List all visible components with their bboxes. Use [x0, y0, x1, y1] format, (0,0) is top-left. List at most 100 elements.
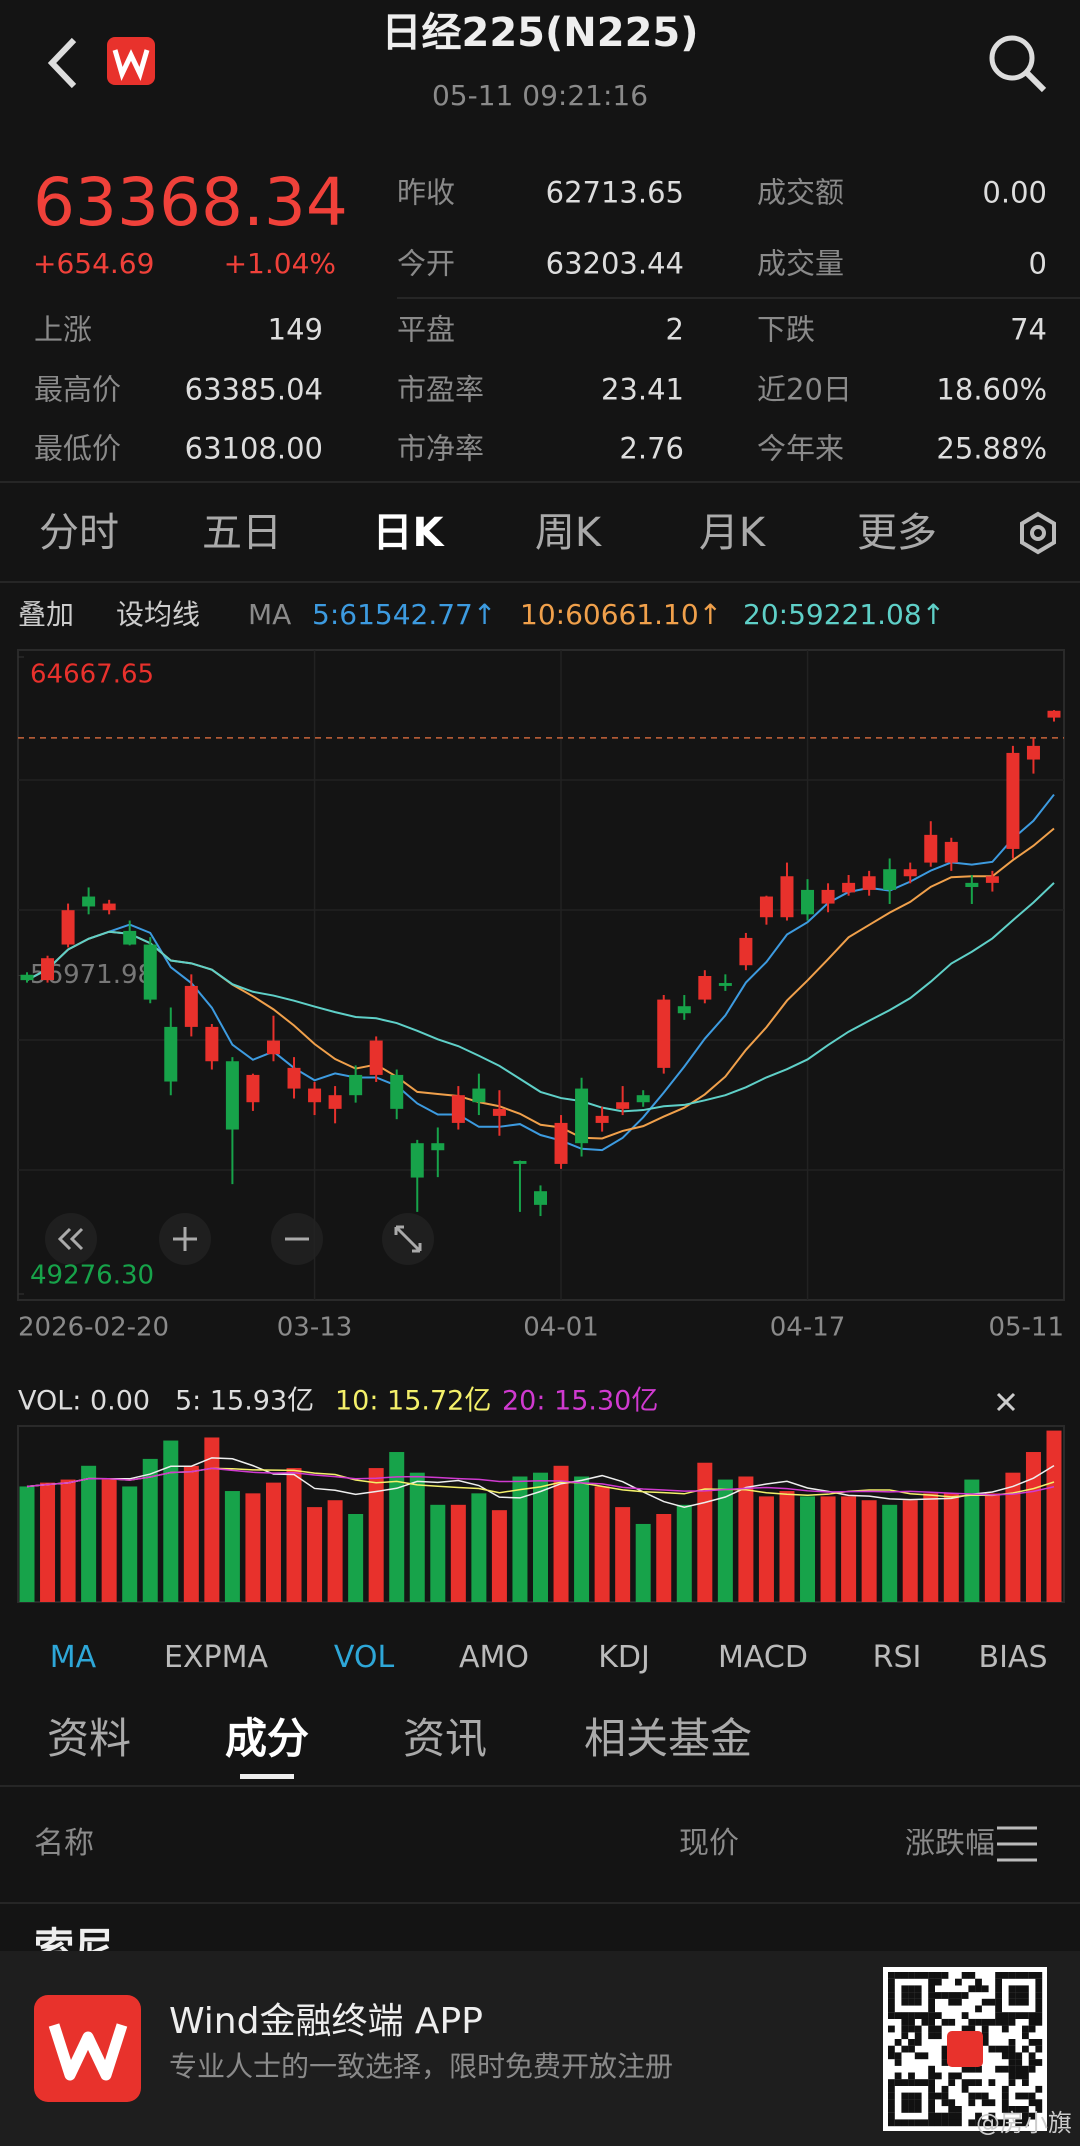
period-tab[interactable]: 更多 — [857, 510, 937, 556]
banner-title: Wind金融终端 APP — [169, 2001, 483, 2042]
qr-cell — [1028, 2092, 1036, 2100]
qr-cell — [928, 2072, 935, 2080]
stat-label: 市盈率 — [397, 372, 485, 407]
qr-cell — [981, 2025, 989, 2033]
qr-cell — [1001, 2085, 1009, 2093]
candle-body — [965, 882, 979, 888]
volume-legend: 20: 15.30亿 — [502, 1386, 658, 1417]
title: 日经225(N225) — [381, 10, 699, 56]
qr-cell — [995, 2012, 1002, 2019]
qr-cell — [968, 2065, 976, 2073]
indicator-tab[interactable]: MA — [49, 1640, 97, 1675]
candle-body — [1026, 745, 1040, 760]
x-tick-label: 04-17 — [770, 1313, 846, 1343]
indicator-tab[interactable]: MACD — [718, 1640, 808, 1675]
candle-body — [205, 1026, 219, 1062]
qr-cell — [1035, 1978, 1043, 1986]
qr-cell — [888, 1972, 895, 1979]
period-tab[interactable]: 分时 — [39, 510, 119, 556]
indicator-tab[interactable]: VOL — [333, 1640, 395, 1675]
ma-line — [26, 882, 1055, 1113]
stat-value: 18.60% — [936, 372, 1047, 407]
indicator-tab[interactable]: AMO — [458, 1640, 530, 1675]
qr-cell — [955, 1992, 962, 1999]
period-tab[interactable]: 月K — [698, 510, 766, 556]
qr-cell — [1022, 1972, 1029, 1979]
qr-cell — [1035, 1992, 1043, 1999]
stat-label: 最低价 — [34, 431, 122, 466]
back-button[interactable] — [47, 37, 77, 89]
ma5-value: 5:61542.77↑ — [312, 598, 497, 631]
candle-body — [739, 937, 753, 966]
qr-cell — [901, 2079, 909, 2086]
indicator-tab[interactable]: BIAS — [978, 1640, 1048, 1675]
qr-cell — [995, 2119, 1002, 2127]
qr-cell — [921, 2119, 929, 2127]
qr-cell — [1035, 1972, 1043, 1979]
qr-cell — [1028, 1972, 1036, 1979]
qr-cell — [1015, 2065, 1023, 2073]
qr-cell — [961, 1972, 969, 1979]
qr-cell — [1028, 2099, 1036, 2107]
qr-cell — [888, 2045, 895, 2053]
qr-cell — [941, 2045, 949, 2053]
qr-cell — [975, 2005, 982, 2013]
ad-banner[interactable]: Wind金融终端 APP 专业人士的一致选择，限时免费开放注册 @房小旗 — [0, 1951, 1080, 2146]
qr-cell — [1008, 2052, 1016, 2060]
menu-button[interactable] — [995, 1822, 1039, 1866]
overlay-button[interactable]: 叠加 — [18, 598, 75, 631]
info-tab[interactable]: 资讯 — [402, 1714, 488, 1763]
period-tab[interactable]: 五日 — [202, 510, 282, 556]
volume-bar — [882, 1504, 898, 1602]
qr-cell — [961, 2085, 969, 2093]
qr-cell — [948, 2072, 956, 2080]
info-tab[interactable]: 资料 — [46, 1714, 132, 1763]
qr-cell — [948, 2099, 956, 2107]
candle-body — [677, 1006, 691, 1014]
volume-bar — [122, 1486, 138, 1602]
qr-cell — [901, 2119, 909, 2127]
candle-body — [985, 876, 999, 883]
qr-cell — [901, 1972, 909, 1979]
qr-cell — [928, 1985, 935, 1993]
qr-cell — [908, 2018, 915, 2026]
x-tick-label: 05-11 — [988, 1313, 1064, 1343]
volume-bar — [286, 1468, 302, 1602]
qr-cell — [888, 1992, 895, 1999]
indicator-tab[interactable]: EXPMA — [163, 1640, 269, 1675]
settings-button[interactable] — [1016, 511, 1060, 555]
ma-label: MA — [248, 598, 292, 631]
close-volume[interactable] — [996, 1392, 1016, 1412]
qr-cell — [981, 1998, 989, 2006]
set-ma-button[interactable]: 设均线 — [116, 598, 201, 631]
qr-cell — [888, 2085, 895, 2093]
qr-cell — [888, 2112, 895, 2120]
volume-bar — [656, 1514, 672, 1602]
qr-cell — [1022, 2045, 1029, 2053]
qr-cell — [1022, 2065, 1029, 2073]
qr-cell — [888, 1985, 895, 1993]
volume-ma-line — [26, 1457, 1055, 1509]
qr-cell — [921, 2018, 929, 2026]
qr-cell — [995, 1972, 1002, 1979]
indicator-tab[interactable]: RSI — [872, 1640, 922, 1675]
info-tab[interactable]: 成分 — [224, 1714, 310, 1763]
stat-label: 近20日 — [757, 372, 852, 407]
info-tab[interactable]: 相关基金 — [583, 1714, 753, 1763]
period-tab[interactable]: 周K — [534, 510, 602, 556]
qr-cell — [941, 2059, 949, 2066]
qr-cell — [968, 2092, 976, 2100]
search-button[interactable] — [989, 35, 1035, 81]
candle-body — [246, 1074, 260, 1103]
qr-cell — [1001, 2045, 1009, 2053]
qr-cell — [1008, 1972, 1016, 1979]
qr-cell — [961, 1992, 969, 1999]
header-icons — [47, 35, 1047, 93]
icon — [394, 1225, 422, 1253]
candle-body — [944, 841, 958, 863]
stat-value: 63385.04 — [184, 372, 323, 407]
period-tab[interactable]: 日K — [372, 510, 444, 556]
stat-label: 成交额 — [757, 175, 845, 210]
qr-cell — [948, 1992, 956, 1999]
indicator-tab[interactable]: KDJ — [598, 1640, 650, 1675]
